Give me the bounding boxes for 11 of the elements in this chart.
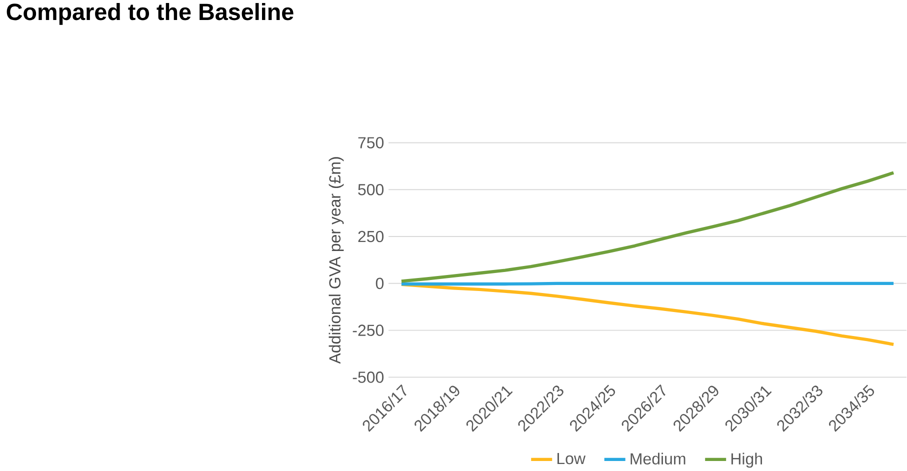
y-tick-label: 500 (358, 184, 384, 196)
y-axis-title: Additional GVA per year (£m) (328, 157, 344, 364)
y-tick-label: 0 (376, 278, 384, 290)
legend-label: High (731, 452, 762, 468)
y-tick-label: 250 (358, 230, 384, 242)
y-tick-label: 750 (358, 137, 384, 148)
y-tick-label: -250 (352, 324, 384, 336)
legend-label: Medium (630, 452, 686, 464)
legend-label: Low (557, 452, 586, 464)
text: Compared to the Baseline (6, 2, 294, 25)
y-tick-label: -500 (352, 372, 384, 383)
